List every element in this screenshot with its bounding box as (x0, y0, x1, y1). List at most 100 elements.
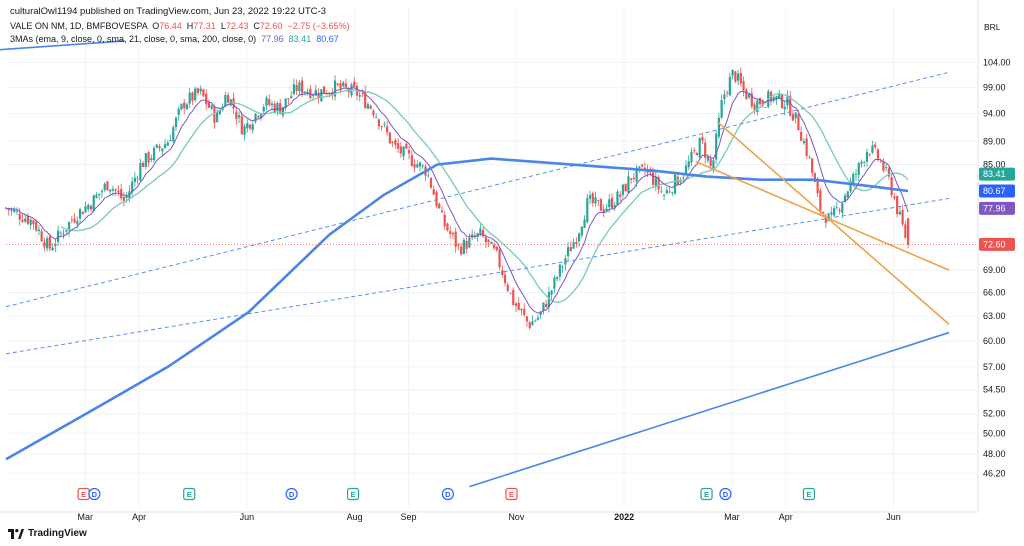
candle-body (81, 211, 84, 215)
candle-body (547, 292, 551, 308)
dividend-marker[interactable] (88, 487, 101, 501)
earnings-marker[interactable] (183, 487, 196, 501)
candle-body (651, 172, 655, 185)
candle-body (517, 302, 520, 310)
dividend-marker[interactable] (285, 487, 298, 501)
candle-body (630, 178, 633, 180)
candle-body (152, 147, 156, 161)
candle-body (432, 189, 435, 195)
y-tick-label: 63.00 (983, 311, 1006, 321)
candle-body (218, 110, 221, 114)
candle-body (854, 174, 858, 175)
candle-body (144, 153, 147, 167)
candle-body (158, 146, 161, 149)
ema9-price-badge (979, 201, 1015, 215)
candle-body (679, 180, 682, 183)
candle-body (446, 223, 449, 231)
candle-body (528, 322, 531, 328)
earnings-marker[interactable] (802, 487, 816, 501)
candle-body (279, 103, 282, 115)
candle-body (778, 93, 781, 99)
candle-body (141, 162, 145, 168)
event-marker-label: E (187, 490, 192, 499)
trendline-orange-solid[interactable] (716, 121, 950, 325)
candle-body (194, 88, 197, 101)
candle-body (490, 241, 493, 244)
candle-body (654, 177, 657, 187)
earnings-marker[interactable] (346, 487, 360, 501)
y-tick-label: 85.00 (983, 160, 1006, 170)
candle-body (405, 143, 408, 149)
dividend-marker[interactable] (719, 487, 732, 501)
candle-body (87, 204, 90, 210)
candle-body (591, 193, 594, 203)
candle-body (199, 88, 202, 92)
candle-body (481, 229, 485, 237)
candle-body (849, 181, 852, 192)
candle-body (21, 220, 24, 222)
tradingview-logo-icon (8, 528, 24, 539)
trendline-orange-solid[interactable] (695, 160, 950, 271)
candle-body (339, 83, 342, 89)
candle-body (109, 189, 112, 192)
candle-body (632, 177, 636, 180)
candle-body (635, 167, 638, 182)
candle-body (871, 145, 874, 153)
candle-body (520, 308, 523, 311)
ema9-line (5, 87, 909, 314)
y-tick-label: 66.00 (983, 288, 1006, 298)
event-marker-label: E (351, 490, 356, 499)
candle-body (183, 102, 186, 109)
sma21-value: 83.41 (288, 34, 312, 44)
candle-body (558, 264, 561, 277)
candle-body (865, 151, 869, 162)
candle-body (150, 158, 153, 161)
candle-body (394, 140, 397, 145)
candle-body (556, 277, 559, 280)
candle-body (216, 111, 219, 123)
candle-body (188, 92, 191, 104)
trendline-blue-dashed[interactable] (5, 71, 950, 308)
candle-body (832, 208, 836, 216)
candle-body (775, 96, 778, 100)
sma200-value: 80.67 (316, 34, 339, 44)
candle-body (386, 126, 389, 133)
candle-body (501, 270, 504, 275)
tradingview-brand[interactable]: TradingView (8, 528, 87, 539)
symbol-label[interactable]: VALE ON NM, 1D, BMFBOVESPA (10, 21, 148, 31)
ma-study-label[interactable]: 3MAs (ema, 9, close, 0, sma, 21, close, … (10, 34, 257, 44)
candle-body (523, 308, 526, 315)
candle-body (232, 98, 235, 109)
dividend-marker[interactable] (441, 487, 454, 501)
earnings-marker[interactable] (700, 487, 713, 501)
candle-body (712, 160, 715, 169)
candle-body (506, 284, 509, 291)
trendline-blue-solid[interactable] (469, 331, 950, 488)
candle-body (835, 207, 838, 209)
candle-body (35, 221, 38, 231)
candle-body (226, 95, 230, 103)
event-marker-label: E (704, 490, 709, 499)
candle-body (709, 158, 712, 166)
trendline-blue-solid[interactable] (0, 40, 125, 51)
candle-body (750, 93, 753, 107)
event-marker-label: D (289, 490, 295, 499)
candle-body (89, 205, 93, 210)
candle-body (270, 103, 274, 106)
candle-body (257, 115, 260, 118)
candle-body (180, 103, 183, 110)
candle-body (907, 218, 910, 245)
earnings-marker[interactable] (505, 487, 518, 501)
candle-body (301, 80, 304, 94)
sma21-price-text: 83.41 (983, 169, 1006, 179)
ema9-value: 77.96 (261, 34, 284, 44)
trendline-blue-dashed[interactable] (5, 197, 950, 355)
candle-body (248, 124, 252, 129)
candle-body (704, 142, 707, 158)
event-marker-label: E (806, 490, 811, 499)
x-tick-label: Nov (508, 512, 525, 522)
candle-body (18, 213, 21, 220)
candle-body (43, 241, 46, 248)
candle-body (879, 160, 882, 162)
